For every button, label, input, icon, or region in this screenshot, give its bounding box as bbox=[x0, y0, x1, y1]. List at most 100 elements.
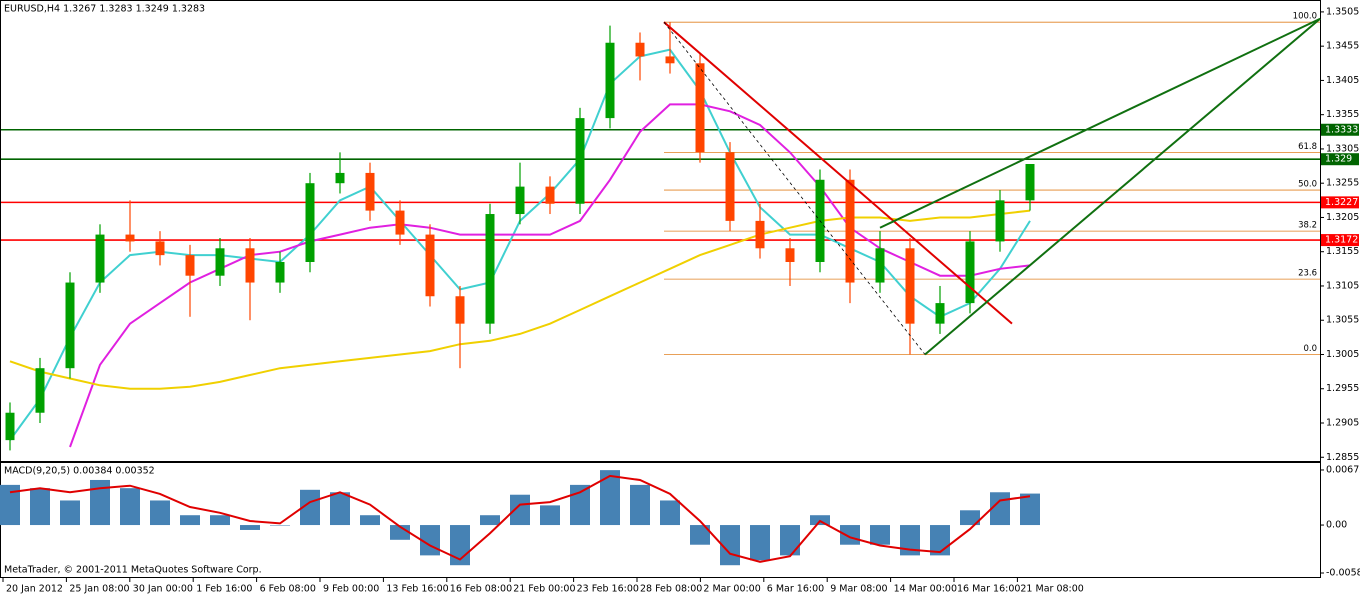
price-label-box bbox=[1321, 123, 1359, 136]
fib-label: 100.0 bbox=[1293, 12, 1317, 22]
macd-signal bbox=[9, 474, 1031, 563]
candle-body bbox=[305, 183, 315, 262]
candle-body bbox=[245, 248, 255, 283]
macd-bar bbox=[750, 525, 770, 561]
candle-body bbox=[155, 241, 165, 256]
macd-bar bbox=[150, 500, 170, 526]
y-tick-label: 1.3105 bbox=[1326, 280, 1359, 291]
trendline bbox=[663, 21, 926, 355]
macd-bar bbox=[840, 525, 860, 545]
candle-body bbox=[755, 220, 765, 249]
x-tick-label: 13 Feb 16:00 bbox=[386, 584, 448, 595]
macd-bar bbox=[120, 488, 140, 526]
candle-body bbox=[455, 296, 465, 324]
macd-bar bbox=[210, 515, 230, 526]
candle-body bbox=[425, 234, 435, 297]
candle-body bbox=[1025, 164, 1035, 201]
moving-average bbox=[9, 209, 1031, 390]
trendline bbox=[924, 17, 1321, 356]
candle-body bbox=[125, 234, 135, 242]
macd-bar bbox=[90, 479, 110, 526]
y-tick-label: 1.2905 bbox=[1326, 418, 1359, 429]
candle-body bbox=[545, 186, 555, 204]
macd-bar bbox=[780, 525, 800, 556]
macd-y-tick-label: -0.00585 bbox=[1326, 568, 1360, 579]
price-label: 1.3227 bbox=[1325, 197, 1358, 208]
candle-body bbox=[995, 200, 1005, 242]
y-tick-label: 1.3405 bbox=[1326, 75, 1359, 86]
x-tick-label: 23 Feb 16:00 bbox=[577, 584, 639, 595]
price-label-box bbox=[1321, 234, 1359, 247]
fib-label: 38.2 bbox=[1298, 221, 1317, 231]
x-tick-label: 16 Feb 08:00 bbox=[450, 584, 512, 595]
macd-bar bbox=[570, 484, 590, 526]
x-tick-label: 1 Feb 16:00 bbox=[196, 584, 252, 595]
footer: MetaTrader, © 2001-2011 MetaQuotes Softw… bbox=[4, 565, 262, 576]
macd-bar bbox=[900, 525, 920, 556]
macd-bar bbox=[690, 525, 710, 545]
macd-bar bbox=[660, 500, 680, 526]
x-tick-label: 30 Jan 00:00 bbox=[133, 584, 193, 595]
candle-body bbox=[875, 248, 885, 283]
candle-body bbox=[905, 248, 915, 324]
x-tick-label: 28 Feb 08:00 bbox=[640, 584, 702, 595]
y-tick-label: 1.3455 bbox=[1326, 41, 1359, 52]
macd-bar bbox=[540, 505, 560, 526]
macd-bar bbox=[600, 470, 620, 526]
x-tick-label: 6 Feb 08:00 bbox=[260, 584, 316, 595]
candle-body bbox=[785, 248, 795, 262]
y-tick-label: 1.3305 bbox=[1326, 143, 1359, 154]
price-label: 1.3333 bbox=[1325, 124, 1358, 135]
x-tick-label: 21 Feb 00:00 bbox=[513, 584, 575, 595]
fib-label: 50.0 bbox=[1298, 180, 1317, 190]
y-tick-label: 1.2855 bbox=[1326, 452, 1359, 463]
macd-bar bbox=[0, 484, 20, 526]
price-label: 1.329 bbox=[1325, 154, 1352, 165]
candle-body bbox=[725, 152, 735, 221]
candle-body bbox=[515, 186, 525, 215]
candle-body bbox=[605, 42, 615, 119]
x-tick-label: 6 Mar 16:00 bbox=[767, 584, 824, 595]
x-tick-label: 14 Mar 00:00 bbox=[894, 584, 957, 595]
macd-bar bbox=[990, 492, 1010, 526]
candle-body bbox=[275, 261, 285, 283]
macd-bar bbox=[1020, 493, 1040, 526]
candle-body bbox=[215, 248, 225, 276]
candle-body bbox=[5, 412, 15, 441]
macd-bar bbox=[300, 489, 320, 526]
candle-body bbox=[365, 172, 375, 211]
main-panel-frame bbox=[0, 0, 1321, 462]
macd-y-tick-label: 0.00672 bbox=[1326, 464, 1360, 475]
macd-title: MACD(9,20,5) 0.00384 0.00352 bbox=[4, 466, 155, 477]
x-tick-label: 9 Feb 00:00 bbox=[323, 584, 379, 595]
y-tick-label: 1.3155 bbox=[1326, 246, 1359, 257]
fib-label: 61.8 bbox=[1298, 142, 1317, 152]
macd-bar bbox=[960, 510, 980, 526]
price-label: 1.3172 bbox=[1325, 235, 1358, 246]
x-tick-label: 2 Mar 00:00 bbox=[703, 584, 760, 595]
macd-bar bbox=[870, 525, 890, 545]
x-tick-label: 25 Jan 08:00 bbox=[69, 584, 129, 595]
candle-body bbox=[845, 179, 855, 283]
candle-body bbox=[95, 234, 105, 283]
y-tick-label: 1.3355 bbox=[1326, 109, 1359, 120]
y-tick-label: 1.3505 bbox=[1326, 6, 1359, 17]
candle-body bbox=[695, 63, 705, 153]
x-tick-label: 21 Mar 08:00 bbox=[1020, 584, 1083, 595]
y-tick-label: 1.2955 bbox=[1326, 383, 1359, 394]
macd-bar bbox=[180, 515, 200, 526]
fib-label: 23.6 bbox=[1298, 269, 1317, 279]
moving-average bbox=[69, 103, 1031, 448]
macd-bar bbox=[360, 515, 380, 526]
x-tick-label: 20 Jan 2012 bbox=[6, 584, 63, 595]
fib-label: 0.0 bbox=[1303, 344, 1317, 354]
macd-bar bbox=[30, 488, 50, 526]
y-tick-label: 1.3055 bbox=[1326, 315, 1359, 326]
candle-body bbox=[935, 303, 945, 324]
price-label-box bbox=[1321, 196, 1359, 209]
price-label-box bbox=[1321, 153, 1359, 166]
macd-bar bbox=[60, 500, 80, 526]
candle-body bbox=[665, 56, 675, 64]
